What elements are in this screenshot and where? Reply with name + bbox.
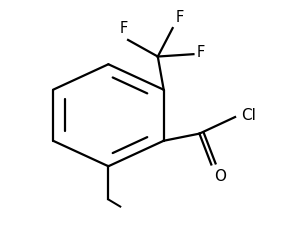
Text: F: F: [176, 10, 184, 24]
Text: F: F: [119, 21, 128, 36]
Text: F: F: [196, 46, 205, 60]
Text: Cl: Cl: [241, 108, 256, 123]
Text: O: O: [214, 169, 226, 184]
